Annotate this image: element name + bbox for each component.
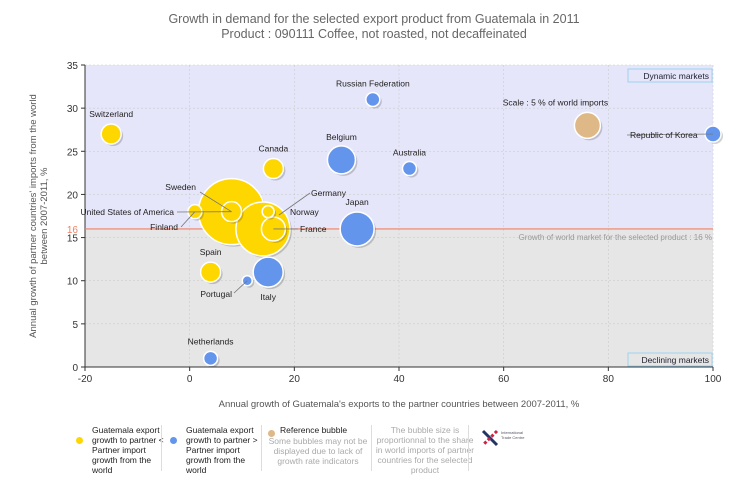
declining-markets-label-box	[627, 352, 713, 367]
world-growth-tick: 16	[67, 225, 79, 236]
label-finland: Finland	[150, 222, 178, 232]
label-leader-portugal	[233, 280, 248, 294]
label-sweden: Sweden	[165, 182, 196, 192]
label-germany: Germany	[311, 188, 347, 198]
bubble-netherlands	[202, 350, 219, 367]
bubble-switzerland	[100, 123, 122, 145]
label-australia: Australia	[393, 148, 426, 158]
legend-reference-title: Reference bubble	[280, 425, 348, 435]
blue-bubble-icon	[170, 437, 177, 444]
bubble-russian-federation	[365, 91, 381, 108]
bubble-japan	[339, 211, 375, 247]
legend-lower: Guatemala export growth to partner < Par…	[92, 425, 164, 475]
label-russian-federation: Russian Federation	[336, 79, 410, 89]
declining-markets-label: Declining markets	[641, 355, 709, 365]
x-tick-label: 80	[603, 374, 615, 385]
x-tick-label: 20	[289, 374, 301, 385]
label-leader-finland	[180, 211, 196, 228]
label-france: France	[300, 224, 327, 234]
y-tick-label: 35	[67, 61, 79, 72]
divider	[261, 425, 262, 471]
reference-bubble	[573, 111, 602, 140]
label-republic-of-korea: Republic of Korea	[630, 130, 698, 140]
label-leader-republic-of-korea	[626, 133, 714, 136]
dynamic-markets-label-box	[627, 68, 713, 83]
y-tick-label: 5	[72, 320, 78, 331]
world-growth-label: Growth of world market for the selected …	[519, 233, 712, 242]
label-netherlands: Netherlands	[188, 336, 234, 346]
label-italy: Italy	[260, 292, 276, 302]
label-leader-sweden	[199, 191, 232, 213]
x-tick-label: 40	[393, 374, 405, 385]
divider	[371, 425, 372, 471]
divider	[468, 425, 469, 471]
y-tick-label: 25	[67, 147, 79, 158]
y-tick-label: 10	[67, 277, 79, 288]
y-axis-label: Annual growth of partner countries' impo…	[28, 94, 50, 338]
label-japan: Japan	[346, 197, 369, 207]
bubble-canada	[262, 157, 285, 180]
bubble-australia	[401, 160, 418, 177]
x-tick-label: 0	[187, 374, 193, 385]
chart-title: Growth in demand for the selected export…	[168, 12, 580, 26]
divider	[161, 425, 162, 471]
label-spain: Spain	[200, 247, 222, 257]
reference-bubble-label: Scale : 5 % of world imports	[503, 97, 608, 107]
y-tick-label: 0	[72, 363, 78, 374]
legend-reference-note: Some bubbles may not be displayed due to…	[268, 436, 368, 466]
bubble-italy	[252, 256, 284, 288]
label-canada: Canada	[259, 144, 289, 154]
label-leader-germany	[278, 192, 311, 216]
label-united-states-of-america: United States of America	[80, 207, 174, 217]
label-norway: Norway	[290, 207, 320, 217]
x-axis-label: Annual growth of Guatemala's exports to …	[219, 399, 580, 410]
legend-higher: Guatemala export growth to partner > Par…	[186, 425, 258, 475]
bubble-norway	[261, 204, 275, 219]
bubble-belgium	[326, 145, 357, 175]
label-belgium: Belgium	[326, 132, 357, 142]
y-tick-label: 30	[67, 104, 79, 115]
label-switzerland: Switzerland	[89, 109, 133, 119]
y-tick-label: 20	[67, 190, 79, 201]
x-tick-label: -20	[78, 374, 93, 385]
chart-subtitle: Product : 090111 Coffee, not roasted, no…	[221, 27, 527, 41]
legend-size-note: The bubble size is proportionnal to the …	[375, 425, 475, 475]
logo-text: International Trade Centre	[501, 430, 525, 440]
label-portugal: Portugal	[200, 289, 232, 299]
bubble-spain	[199, 261, 222, 283]
dynamic-markets-label: Dynamic markets	[643, 71, 709, 81]
y-tick-label: 15	[67, 234, 79, 245]
yellow-bubble-icon	[76, 437, 83, 444]
reference-bubble-icon	[268, 430, 275, 437]
x-tick-label: 60	[498, 374, 510, 385]
itc-logo	[481, 429, 499, 447]
x-tick-label: 100	[705, 374, 722, 385]
